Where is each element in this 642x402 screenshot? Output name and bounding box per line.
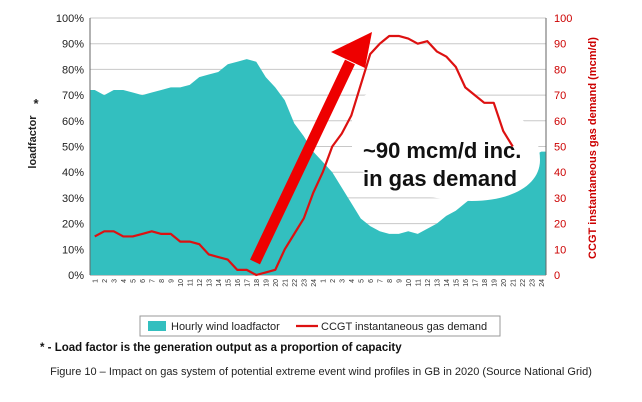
x-tick-label: 23: [529, 279, 536, 287]
right-tick-label: 90: [554, 39, 566, 51]
wind-loadfactor-area: [90, 59, 546, 276]
left-tick-label: 20%: [62, 219, 84, 231]
x-tick-label: 10: [406, 279, 413, 287]
left-tick-label: 0%: [68, 270, 84, 282]
arrow-shaft: [250, 59, 355, 265]
figure-caption: Figure 10 – Impact on gas system of pote…: [50, 366, 592, 378]
x-tick-label: 21: [510, 279, 517, 287]
x-tick-label: 22: [292, 279, 299, 287]
legend: Hourly wind loadfactor CCGT instantaneous…: [139, 315, 501, 337]
x-tick-label: 2: [102, 279, 109, 283]
right-tick-label: 70: [554, 90, 566, 102]
x-tick-label: 18: [482, 279, 489, 287]
x-tick-label: 3: [111, 279, 118, 283]
x-tick-label: 4: [349, 279, 356, 283]
left-tick-label: 60%: [62, 116, 84, 128]
x-tick-label: 17: [472, 279, 479, 287]
x-tick-label: 24: [311, 279, 318, 287]
x-tick-label: 17: [244, 279, 251, 287]
x-tick-label: 5: [358, 279, 365, 283]
x-tick-label: 19: [263, 279, 270, 287]
right-tick-label: 80: [554, 64, 566, 76]
left-tick-label: 90%: [62, 39, 84, 51]
x-tick-label: 22: [520, 279, 527, 287]
x-tick-label: 11: [187, 279, 194, 286]
left-tick-label: 50%: [62, 142, 84, 154]
right-tick-label: 10: [554, 244, 566, 256]
x-tick-label: 13: [206, 279, 213, 287]
x-tick-label: 6: [140, 279, 147, 283]
annotation-text-line1: ~90 mcm/d inc.: [363, 138, 521, 163]
x-tick-label: 21: [282, 279, 289, 287]
arrow-head: [331, 32, 372, 68]
left-tick-label: 70%: [62, 90, 84, 102]
x-tick-label: 15: [225, 279, 232, 287]
x-tick-label: 18: [254, 279, 261, 287]
x-tick-label: 20: [273, 279, 280, 287]
x-tick-label: 14: [444, 279, 451, 287]
left-tick-label: 10%: [62, 244, 84, 256]
x-tick-label: 13: [434, 279, 441, 287]
annotation-background: [351, 85, 540, 201]
annotation-text-line2: in gas demand: [363, 166, 517, 191]
x-tick-label: 5: [130, 279, 137, 283]
x-tick-label: 9: [396, 279, 403, 283]
x-tick-label: 7: [149, 279, 156, 283]
right-tick-label: 50: [554, 142, 566, 154]
x-tick-label: 14: [216, 279, 223, 287]
right-tick-label: 0: [554, 270, 560, 282]
wind-gas-chart: ~90 mcm/d inc. in gas demand 0% 10% 20% 30% 4…: [27, 13, 599, 337]
x-tick-label: 19: [491, 279, 498, 287]
legend-line-label: CCGT instantaneous gas demand: [321, 321, 487, 333]
x-tick-label: 11: [415, 279, 422, 286]
x-tick-label: 9: [168, 279, 175, 283]
x-tick-label: 1: [320, 279, 327, 283]
x-tick-label: 8: [159, 279, 166, 283]
x-tick-label: 4: [121, 279, 128, 283]
x-tick-label: 23: [301, 279, 308, 287]
footnote: * - Load factor is the generation output…: [40, 342, 402, 354]
right-tick-label: 20: [554, 219, 566, 231]
x-tick-label: 1: [92, 279, 99, 283]
x-tick-label: 20: [501, 279, 508, 287]
left-tick-label: 30%: [62, 193, 84, 205]
x-tick-label: 3: [339, 279, 346, 283]
right-tick-label: 30: [554, 193, 566, 205]
right-tick-label: 60: [554, 116, 566, 128]
right-tick-label: 40: [554, 167, 566, 179]
left-tick-label: 100%: [56, 13, 84, 25]
x-tick-label: 12: [197, 279, 204, 287]
x-tick-label: 24: [539, 279, 546, 287]
left-axis-asterisk: *: [33, 96, 39, 111]
x-tick-label: 16: [463, 279, 470, 287]
left-tick-label: 80%: [62, 64, 84, 76]
legend-area-swatch: [148, 321, 166, 331]
annotation-bubble: ~90 mcm/d inc. in gas demand: [351, 85, 540, 201]
x-tick-label: 7: [377, 279, 384, 283]
left-axis-label: loadfactor: [27, 115, 39, 169]
legend-box: [139, 315, 501, 337]
x-tick-label: 12: [425, 279, 432, 287]
wind-area-path: [90, 59, 546, 276]
gas-demand-path: [94, 34, 514, 277]
increase-arrow: [250, 32, 372, 265]
x-tick-label: 10: [178, 279, 185, 287]
right-axis-label: CCGT instantaneous gas demand (mcm/d): [587, 37, 599, 259]
x-tick-label: 16: [235, 279, 242, 287]
right-tick-label: 100: [554, 13, 572, 25]
x-tick-label: 8: [387, 279, 394, 283]
gas-demand-line: [94, 34, 514, 277]
x-tick-label: 2: [330, 279, 337, 283]
left-tick-label: 40%: [62, 167, 84, 179]
x-tick-label: 6: [368, 279, 375, 283]
x-tick-label: 15: [453, 279, 460, 287]
legend-area-label: Hourly wind loadfactor: [171, 321, 280, 333]
axes: 0% 10% 20% 30% 40% 50% 60% 70% 80% 90% 100% loadfac…: [27, 13, 599, 287]
